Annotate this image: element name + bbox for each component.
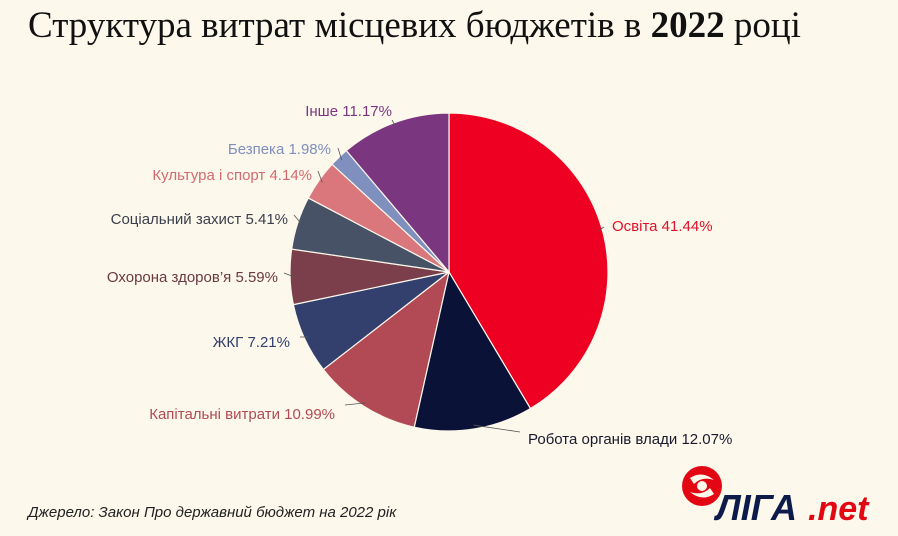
- logo-suffix-text: .net: [808, 490, 870, 528]
- leader-line-капітальні-витрати: [344, 402, 366, 406]
- data-label-культура-і-спорт: Культура і спорт 4.14%: [152, 167, 312, 184]
- data-label-соціальний-захист: Соціальний захист 5.41%: [111, 211, 288, 228]
- data-label-безпека: Безпека 1.98%: [228, 141, 331, 158]
- data-label-освіта: Освіта 41.44%: [612, 218, 713, 235]
- data-label-робота-органів-влади: Робота органів влади 12.07%: [528, 431, 732, 448]
- pie-slice-інше: [345, 112, 450, 274]
- data-label-жкг: ЖКГ 7.21%: [213, 334, 290, 351]
- leader-line-соціальний-захист: [293, 214, 302, 225]
- chart-title: Структура витрат місцевих бюджетів в 202…: [28, 4, 801, 47]
- leader-line-освіта: [598, 226, 605, 232]
- logo-emblem-icon: [682, 466, 722, 506]
- data-label-охорона-здоров-я: Охорона здоров’я 5.59%: [107, 269, 278, 286]
- pie-slice-капітальні-витрати: [322, 270, 450, 428]
- title-suffix: році: [733, 5, 801, 46]
- title-year: 2022: [650, 5, 725, 46]
- liga-net-logo: ЛІГА .net: [682, 466, 870, 528]
- leader-line-робота-органів-влади: [473, 424, 521, 433]
- leader-line-охорона-здоров-я: [283, 272, 295, 278]
- source-note: Джерело: Закон Про державний бюджет на 2…: [28, 504, 397, 521]
- leader-line-культура-і-спорт: [317, 170, 323, 183]
- logo-brand-text: ЛІГА: [713, 487, 797, 528]
- title-text: Структура витрат місцевих бюджетів в: [28, 5, 642, 46]
- pie-slice-освіта: [448, 112, 609, 410]
- pie-slice-робота-органів-влади: [413, 270, 532, 432]
- leader-line-безпека: [337, 147, 343, 161]
- leader-line-інше: [391, 119, 397, 127]
- data-label-інше: Інше 11.17%: [305, 103, 392, 120]
- data-label-капітальні-витрати: Капітальні витрати 10.99%: [149, 406, 335, 423]
